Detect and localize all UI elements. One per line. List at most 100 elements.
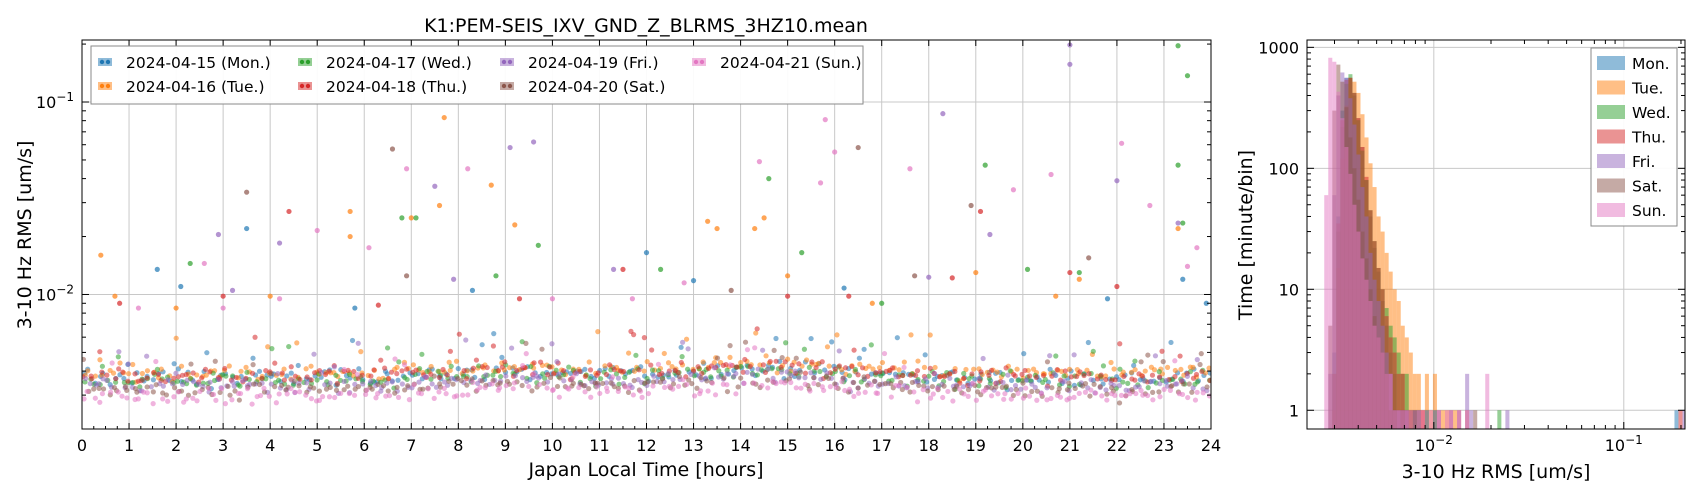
scatter-point [1104,397,1110,403]
scatter-point [683,336,690,342]
scatter-point [807,388,813,394]
scatter-point [1056,386,1062,392]
scatter-point [741,380,747,386]
scatter-point [479,363,485,370]
scatter-point [542,375,548,381]
scatter-point [544,385,550,391]
scatter-x-tick-label: 4 [265,436,275,455]
histogram-bar [1424,373,1429,429]
scatter-point [190,370,196,376]
scatter-point [604,388,610,395]
scatter-point [1020,395,1026,401]
scatter-point-outlier [98,252,104,258]
scatter-point [922,376,929,382]
scatter-point [497,380,503,386]
scatter-point [226,363,232,369]
scatter-x-tick-label: 5 [312,436,322,455]
scatter-point [1160,359,1166,365]
scatter-point [349,337,356,344]
histogram-bar [1396,373,1401,429]
legend-marker [507,59,513,65]
scatter-point [932,364,938,371]
scatter-point [355,340,361,346]
histogram-legend-label: Thu. [1631,129,1666,147]
scatter-point [304,374,310,380]
scatter-point [499,364,505,370]
scatter-point [514,367,520,374]
scatter-point [169,381,176,387]
scatter-point [922,352,928,358]
scatter-point [1062,378,1068,384]
scatter-point [836,363,843,369]
scatter-point [661,350,667,357]
scatter-point [995,391,1001,397]
legend-marker [699,59,705,65]
scatter-point [560,368,567,374]
scatter-point [827,384,833,390]
scatter-point [269,346,275,352]
scatter-point [385,388,391,394]
scatter-point [341,366,347,373]
scatter-point [265,344,271,350]
scatter-point [976,383,982,389]
scatter-point [613,371,620,377]
scatter-point-outlier [1203,300,1209,306]
scatter-point [1071,394,1077,401]
scatter-point [608,380,614,386]
scatter-point [219,386,225,392]
scatter-point [1014,366,1020,372]
scatter-point [1003,365,1009,371]
scatter-x-tick-label: 9 [500,436,510,455]
scatter-point [1074,373,1080,380]
scatter-point [818,376,824,382]
scatter-point [952,368,958,375]
scatter-point [744,369,750,375]
scatter-x-tick-label: 2 [171,436,181,455]
histogram-bar [1687,410,1691,431]
scatter-point [669,363,675,370]
scatter-point [312,370,318,376]
scatter-point-outlier [441,114,447,121]
scatter-point [327,380,333,386]
histogram-bar [1678,410,1683,429]
scatter-point [798,385,804,391]
scatter-point [641,368,647,374]
legend-swatch [1597,129,1625,144]
scatter-point [108,389,114,395]
scatter-legend-label: 2024-04-21 (Sun.) [720,54,862,72]
scatter-point [765,377,771,383]
scatter-point [815,382,821,388]
scatter-point [1020,380,1026,386]
scatter-point [541,380,547,386]
scatter-point [625,389,632,395]
legend-marker [99,83,105,89]
scatter-y-tick-label: 10−1 [36,90,74,112]
scatter-point [675,369,681,376]
scatter-point [346,371,353,377]
scatter-point [120,369,126,375]
scatter-point [1179,391,1186,398]
scatter-point [1121,373,1127,380]
histogram-x-axis-label: 3-10 Hz RMS [um/s] [1402,461,1591,483]
scatter-point [89,376,95,382]
scatter-point [698,388,704,394]
scatter-point [556,394,562,400]
scatter-point [1108,359,1114,366]
histogram-y-tick-label: 1000 [1258,38,1299,57]
scatter-x-tick-label: 7 [406,436,416,455]
scatter-point [531,360,537,366]
scatter-point [890,365,896,371]
scatter-point [202,366,209,372]
scatter-point-outlier [681,280,687,286]
scatter-point [1118,392,1125,398]
histogram-bar [1344,147,1349,429]
scatter-point [1142,368,1148,374]
scatter-point [655,361,662,367]
scatter-point [586,386,592,392]
scatter-point [691,393,698,399]
scatter-point-outlier [267,293,273,299]
scatter-x-tick-label: 23 [1154,436,1174,455]
scatter-point [735,384,741,390]
scatter-point [97,399,103,405]
scatter-point [1057,394,1064,400]
